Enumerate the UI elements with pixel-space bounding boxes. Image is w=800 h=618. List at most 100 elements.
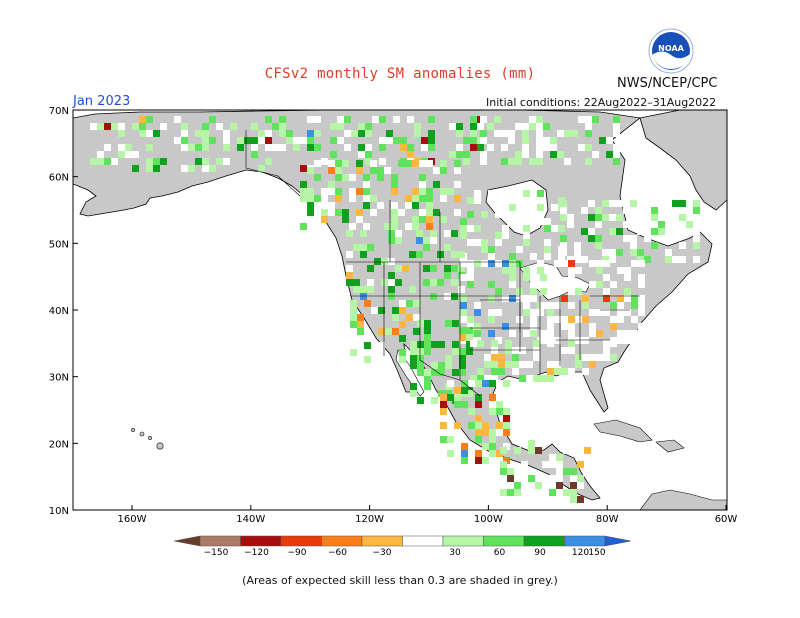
anomaly-cell: [577, 454, 584, 461]
anomaly-cell: [574, 242, 581, 249]
anomaly-cell: [561, 260, 568, 267]
anomaly-cell: [342, 160, 349, 167]
anomaly-cell: [537, 190, 544, 197]
anomaly-cell: [637, 207, 644, 214]
anomaly-cell: [344, 130, 351, 137]
anomaly-cell: [467, 274, 474, 281]
anomaly-cell: [500, 461, 507, 468]
anomaly-cell: [617, 295, 624, 302]
anomaly-cell: [495, 288, 502, 295]
anomaly-cell: [523, 302, 530, 309]
anomaly-cell: [672, 214, 679, 221]
anomaly-cell: [595, 214, 602, 221]
anomaly-cell: [542, 489, 549, 496]
anomaly-cell: [613, 158, 620, 165]
anomaly-cell: [589, 260, 596, 267]
anomaly-cell: [344, 144, 351, 151]
anomaly-cell: [426, 188, 433, 195]
anomaly-cell: [693, 235, 700, 242]
anomaly-cell: [467, 316, 474, 323]
anomaly-cell: [631, 302, 638, 309]
anomaly-cell: [475, 457, 482, 464]
anomaly-cell: [556, 461, 563, 468]
anomaly-cell: [491, 354, 498, 361]
anomaly-cell: [509, 218, 516, 225]
anomaly-cell: [444, 230, 451, 237]
anomaly-cell: [631, 337, 638, 344]
anomaly-cell: [391, 188, 398, 195]
anomaly-cell: [482, 429, 489, 436]
anomaly-cell: [503, 429, 510, 436]
anomaly-cell: [547, 361, 554, 368]
anomaly-cell: [391, 209, 398, 216]
anomaly-cell: [589, 281, 596, 288]
anomaly-cell: [419, 216, 426, 223]
anomaly-cell: [314, 216, 321, 223]
anomaly-cell: [346, 251, 353, 258]
colorbar-right-arrow: [604, 535, 632, 547]
anomaly-cell: [440, 195, 447, 202]
anomaly-cell: [613, 123, 620, 130]
latitude-label: 60N: [49, 173, 69, 184]
anomaly-cell: [456, 151, 463, 158]
anomaly-cell: [679, 200, 686, 207]
anomaly-cell: [536, 130, 543, 137]
anomaly-cell: [543, 137, 550, 144]
anomaly-cell: [609, 228, 616, 235]
anomaly-cell: [533, 354, 540, 361]
anomaly-cell: [424, 320, 431, 327]
anomaly-cell: [467, 323, 474, 330]
anomaly-cell: [430, 265, 437, 272]
anomaly-cell: [507, 468, 514, 475]
anomaly-cell: [468, 408, 475, 415]
anomaly-cell: [498, 361, 505, 368]
anomaly-cell: [481, 260, 488, 267]
anomaly-cell: [202, 123, 209, 130]
anomaly-cell: [638, 274, 645, 281]
anomaly-cell: [547, 340, 554, 347]
anomaly-cell: [489, 443, 496, 450]
cuba: [593, 419, 653, 443]
anomaly-cell: [475, 401, 482, 408]
latitude-label: 10N: [49, 506, 69, 517]
anomaly-cell: [529, 123, 536, 130]
anomaly-cell: [188, 165, 195, 172]
anomaly-cell: [501, 144, 508, 151]
anomaly-cell: [405, 223, 412, 230]
anomaly-cell: [540, 302, 547, 309]
anomaly-cell: [430, 230, 437, 237]
anomaly-cell: [577, 496, 584, 503]
anomaly-cell: [480, 116, 487, 123]
anomaly-cell: [388, 237, 395, 244]
anomaly-cell: [90, 158, 97, 165]
anomaly-cell: [265, 158, 272, 165]
anomaly-cell: [487, 144, 494, 151]
anomaly-cell: [367, 279, 374, 286]
anomaly-cell: [602, 256, 609, 263]
anomaly-cell: [251, 137, 258, 144]
anomaly-cell: [550, 144, 557, 151]
anomaly-cell: [536, 123, 543, 130]
anomaly-cell: [293, 144, 300, 151]
anomaly-cell: [542, 482, 549, 489]
anomaly-cell: [617, 302, 624, 309]
anomaly-cell: [613, 130, 620, 137]
anomaly-cell: [423, 237, 430, 244]
anomaly-cell: [440, 167, 447, 174]
anomaly-cell: [181, 123, 188, 130]
anomaly-cell: [405, 195, 412, 202]
anomaly-cell: [440, 408, 447, 415]
anomaly-cell: [466, 341, 473, 348]
anomaly-cell: [575, 316, 582, 323]
anomaly-cell: [521, 489, 528, 496]
anomaly-cell: [391, 202, 398, 209]
anomaly-cell: [522, 137, 529, 144]
anomaly-cell: [356, 160, 363, 167]
anomaly-cell: [181, 165, 188, 172]
anomaly-cell: [522, 151, 529, 158]
anomaly-cell: [568, 274, 575, 281]
anomaly-cell: [554, 361, 561, 368]
anomaly-cell: [132, 151, 139, 158]
anomaly-cell: [495, 211, 502, 218]
anomaly-cell: [508, 130, 515, 137]
